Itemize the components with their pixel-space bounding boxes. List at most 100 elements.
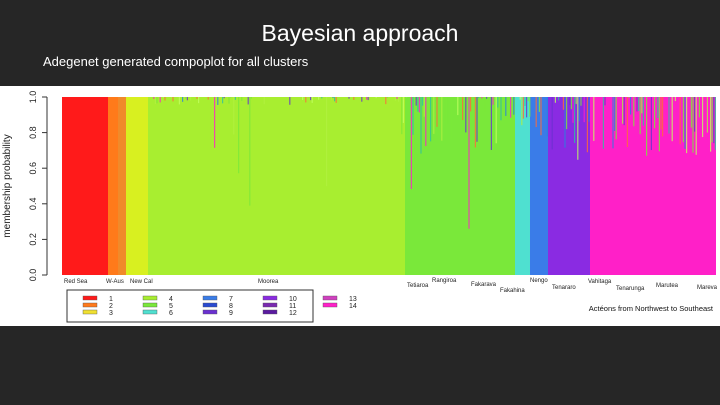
population-label: Rangiroa (432, 278, 457, 284)
stripe (153, 97, 155, 99)
stripe (178, 97, 180, 105)
legend-label: 8 (229, 303, 233, 310)
stripe (417, 97, 419, 112)
stripe (462, 97, 464, 121)
stripe (423, 97, 425, 117)
stripe (564, 97, 566, 148)
legend-swatch (202, 295, 218, 301)
legend-swatch (82, 302, 98, 308)
stripe (310, 97, 312, 101)
stripe (214, 97, 216, 148)
legend-swatch (322, 295, 338, 301)
stripe (233, 97, 235, 135)
stripe (710, 97, 712, 152)
stripe (446, 97, 448, 141)
stripe (217, 97, 219, 105)
stripe (410, 97, 412, 189)
stripe (674, 97, 676, 102)
stripe (289, 97, 291, 105)
stripe (330, 97, 332, 101)
stripe (538, 97, 540, 112)
stripe (457, 97, 459, 116)
legend-swatch (142, 309, 158, 315)
stripe (686, 97, 688, 154)
stripe (430, 97, 432, 142)
stripe (681, 97, 683, 123)
population-label: Marutea (656, 283, 679, 289)
stripe (615, 97, 617, 140)
stripe (702, 97, 704, 138)
stripe (500, 97, 502, 121)
population-label: W-Aus (106, 279, 124, 285)
color-block (62, 97, 108, 275)
stripe (196, 97, 198, 99)
color-block (126, 97, 148, 275)
stripe (577, 97, 579, 160)
stripe (650, 97, 652, 151)
legend-label: 5 (169, 303, 173, 310)
stripe (238, 97, 240, 174)
stripe (332, 97, 334, 99)
stripe (492, 97, 494, 105)
stripe (574, 97, 576, 143)
stripe (583, 97, 585, 123)
stripe (318, 97, 320, 100)
stripe (444, 97, 446, 121)
stripe (551, 97, 553, 150)
legend-label: 3 (109, 310, 113, 317)
stripe (540, 97, 542, 136)
stripe (698, 97, 700, 118)
y-tick-label: 0.4 (28, 198, 38, 211)
stripe (639, 97, 641, 135)
stripe (486, 97, 488, 99)
stripe (588, 97, 590, 122)
population-label: Tenararo (552, 285, 576, 291)
color-block (590, 97, 716, 275)
legend-label: 1 (109, 296, 113, 303)
stripe (484, 97, 486, 113)
stripe (375, 97, 377, 99)
stripe (470, 97, 472, 112)
stripe (628, 97, 630, 98)
stripe (601, 97, 603, 184)
stripe (222, 97, 224, 104)
stripe (690, 97, 692, 128)
stripe (401, 97, 403, 135)
stripe (558, 97, 560, 101)
stripe (366, 97, 368, 100)
stripe (311, 97, 313, 103)
stripe (415, 97, 417, 106)
legend-swatch (142, 295, 158, 301)
stripe (658, 97, 660, 152)
stripe (714, 97, 716, 150)
legend-label: 4 (169, 296, 173, 303)
stripe (654, 97, 656, 129)
color-block (108, 97, 118, 275)
legend-swatch (142, 302, 158, 308)
stripe (154, 97, 156, 105)
stripe (524, 97, 526, 106)
stripe (250, 97, 252, 99)
stripe (447, 97, 449, 124)
y-tick-label: 0.0 (28, 269, 38, 282)
stripe (602, 97, 604, 149)
stripe (580, 97, 582, 106)
legend-swatch (262, 302, 278, 308)
stripe (198, 97, 200, 104)
color-block (530, 97, 548, 275)
stripe (476, 97, 478, 142)
stripe (527, 97, 529, 102)
stripe (695, 97, 697, 155)
stripe (164, 97, 166, 101)
stripe (697, 97, 699, 111)
population-label: New Cal (130, 279, 153, 285)
stripe (495, 97, 497, 144)
stripe (398, 97, 400, 102)
stripe (510, 97, 512, 118)
population-label: Tenarunga (616, 286, 645, 292)
stripe (633, 97, 635, 127)
stripe (586, 97, 588, 153)
stripe (433, 97, 435, 134)
stripe (671, 97, 673, 142)
stripe (412, 97, 414, 135)
